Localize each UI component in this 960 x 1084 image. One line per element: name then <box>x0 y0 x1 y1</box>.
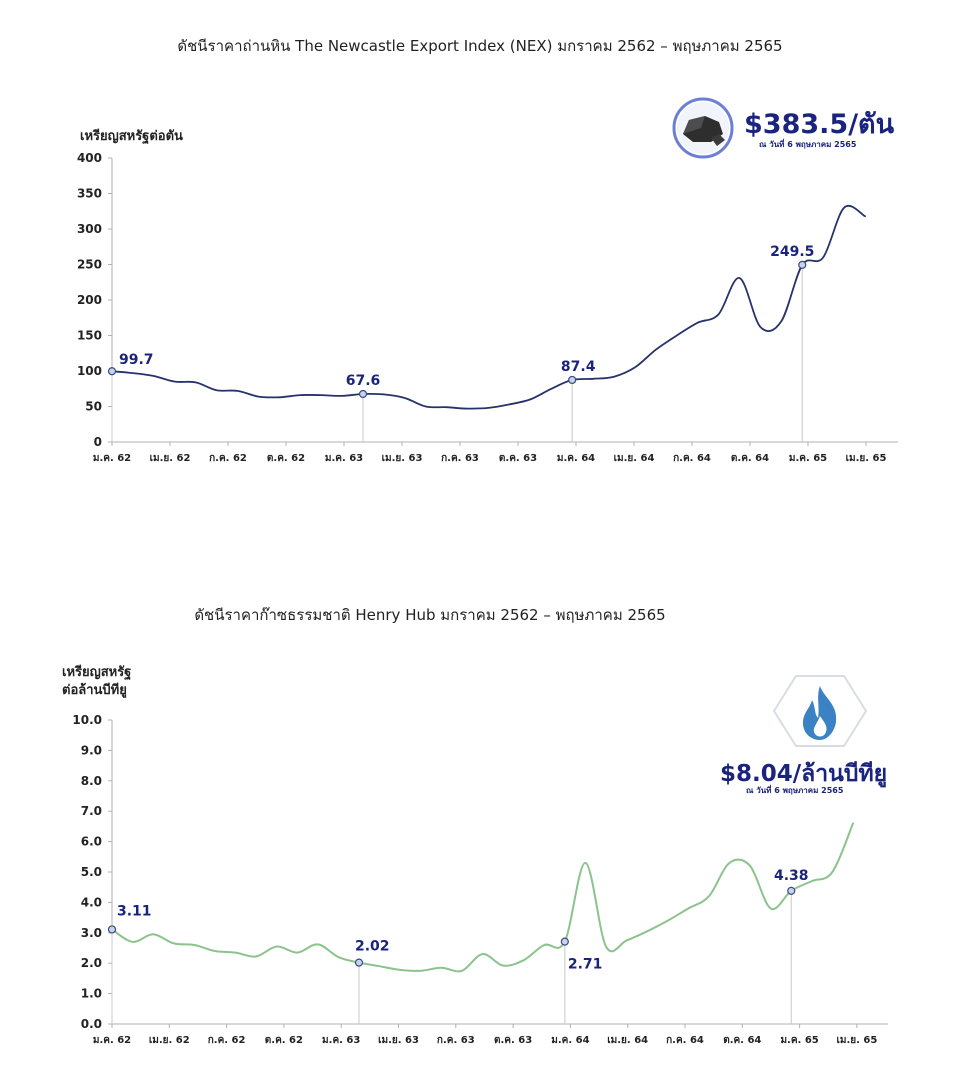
chart-title-gas: ดัชนีราคาก๊าซธรรมชาติ Henry Hub มกราคม 2… <box>194 606 666 624</box>
coal-data-point <box>568 375 577 385</box>
coal-data-label: 87.4 <box>561 359 596 375</box>
flame-icon <box>772 675 868 747</box>
coal-y-tick-label: 400 <box>77 151 102 165</box>
y-axis-label-gas-line1: เหรียญสหรัฐ <box>62 665 132 680</box>
gas-x-tick-label: ก.ค. 63 <box>437 1035 475 1046</box>
gas-price: $8.04/ล้านบีทียู <box>720 761 888 787</box>
gas-series-line <box>111 822 854 973</box>
gas-x-tick-label: ม.ค. 65 <box>780 1035 818 1046</box>
coal-x-tick-label: ก.ค. 63 <box>441 453 479 464</box>
coal-x-tick-label: ม.ค. 65 <box>789 453 827 464</box>
gas-data-point <box>787 886 796 895</box>
coal-price: $383.5/ตัน <box>744 109 895 140</box>
coal-price-chart: 0 50 100 150 200 250 300 350 400 ม.ค. 62 เม.ย. 62 ก… <box>77 151 898 464</box>
coal-price-date: ณ วันที่ 6 พฤษภาคม 2565 <box>759 140 857 149</box>
coal-x-tick-label: เม.ย. 65 <box>846 453 887 464</box>
gas-data-point <box>107 925 117 934</box>
gas-data-label: 2.71 <box>568 957 603 973</box>
gas-x-tick-label: ม.ค. 62 <box>93 1035 131 1046</box>
coal-x-tick-label: เม.ย. 64 <box>614 453 655 464</box>
coal-x-tick-label: ม.ค. 63 <box>325 453 363 464</box>
gas-x-tick-label: ม.ค. 64 <box>551 1035 589 1046</box>
y-axis-label-gas-line2: ต่อล้านบีทียู <box>62 683 127 698</box>
gas-data-label: 2.02 <box>355 939 390 955</box>
coal-y-tick-label: 350 <box>77 187 102 201</box>
gas-y-tick-label: 1.0 <box>81 987 102 1001</box>
coal-x-tick-label: ต.ค. 63 <box>499 453 537 464</box>
gas-x-tick-label: ก.ค. 64 <box>666 1035 704 1046</box>
gas-data-point <box>560 937 569 946</box>
coal-x-tick-label: เม.ย. 62 <box>150 453 191 464</box>
gas-x-tick-label: ม.ค. 63 <box>322 1035 360 1046</box>
gas-y-tick-label: 0.0 <box>81 1017 102 1031</box>
gas-x-tick-label: ก.ค. 62 <box>208 1035 246 1046</box>
gas-x-tick-label: เม.ย. 63 <box>378 1035 419 1046</box>
y-axis-label-coal: เหรียญสหรัฐต่อตัน <box>80 129 183 144</box>
coal-data-point <box>798 260 807 269</box>
coal-y-tick-label: 0 <box>94 435 102 449</box>
coal-data-label: 249.5 <box>770 244 814 260</box>
gas-y-tick-label: 5.0 <box>81 865 102 879</box>
gas-data-label: 3.11 <box>117 903 152 919</box>
coal-icon <box>672 97 734 159</box>
gas-price-date: ณ วันที่ 6 พฤษภาคม 2565 <box>746 786 844 795</box>
coal-x-tick-label: ต.ค. 64 <box>731 453 769 464</box>
gas-y-tick-label: 8.0 <box>81 774 102 788</box>
y-axis-label-gas: เหรียญสหรัฐ ต่อล้านบีทียู <box>62 664 131 700</box>
gas-y-tick-label: 10.0 <box>72 713 102 727</box>
coal-y-tick-label: 100 <box>77 364 102 378</box>
coal-y-tick-label: 50 <box>85 400 102 414</box>
gas-x-tick-label: ต.ค. 64 <box>723 1035 761 1046</box>
gas-data-point <box>354 958 364 967</box>
gas-y-tick-label: 2.0 <box>81 956 102 970</box>
gas-y-tick-label: 4.0 <box>81 895 102 909</box>
gas-x-tick-label: ต.ค. 62 <box>265 1035 303 1046</box>
coal-series-line <box>111 205 866 410</box>
gas-data-label: 4.38 <box>774 868 809 884</box>
gas-badge: $8.04/ล้านบีทียู ณ วันที่ 6 พฤษภาคม 2565 <box>700 672 920 802</box>
coal-badge: $383.5/ตัน ณ วันที่ 6 พฤษภาคม 2565 <box>668 96 908 166</box>
gas-x-tick-label: เม.ย. 65 <box>836 1035 877 1046</box>
gas-y-tick-label: 3.0 <box>81 926 102 940</box>
coal-y-tick-label: 150 <box>77 329 102 343</box>
gas-x-tick-label: เม.ย. 62 <box>149 1035 190 1046</box>
coal-x-tick-label: ก.ค. 64 <box>673 453 711 464</box>
coal-x-tick-label: ก.ค. 62 <box>209 453 247 464</box>
coal-y-tick-label: 300 <box>77 222 102 236</box>
gas-x-tick-label: เม.ย. 64 <box>607 1035 648 1046</box>
coal-x-tick-label: ม.ค. 64 <box>557 453 595 464</box>
coal-data-point <box>107 367 117 376</box>
gas-y-tick-label: 9.0 <box>81 743 102 757</box>
coal-x-tick-label: ม.ค. 62 <box>93 453 131 464</box>
gas-y-tick-label: 7.0 <box>81 804 102 818</box>
chart-title-coal: ดัชนีราคาถ่านหิน The Newcastle Export In… <box>177 37 783 55</box>
coal-data-point <box>358 389 368 399</box>
coal-y-tick-label: 250 <box>77 258 102 272</box>
gas-y-tick-label: 6.0 <box>81 835 102 849</box>
coal-y-tick-label: 200 <box>77 293 102 307</box>
coal-data-label: 67.6 <box>346 373 381 389</box>
coal-x-tick-label: เม.ย. 63 <box>382 453 423 464</box>
coal-x-tick-label: ต.ค. 62 <box>267 453 305 464</box>
coal-data-label: 99.7 <box>119 352 154 368</box>
gas-x-tick-label: ต.ค. 63 <box>494 1035 532 1046</box>
